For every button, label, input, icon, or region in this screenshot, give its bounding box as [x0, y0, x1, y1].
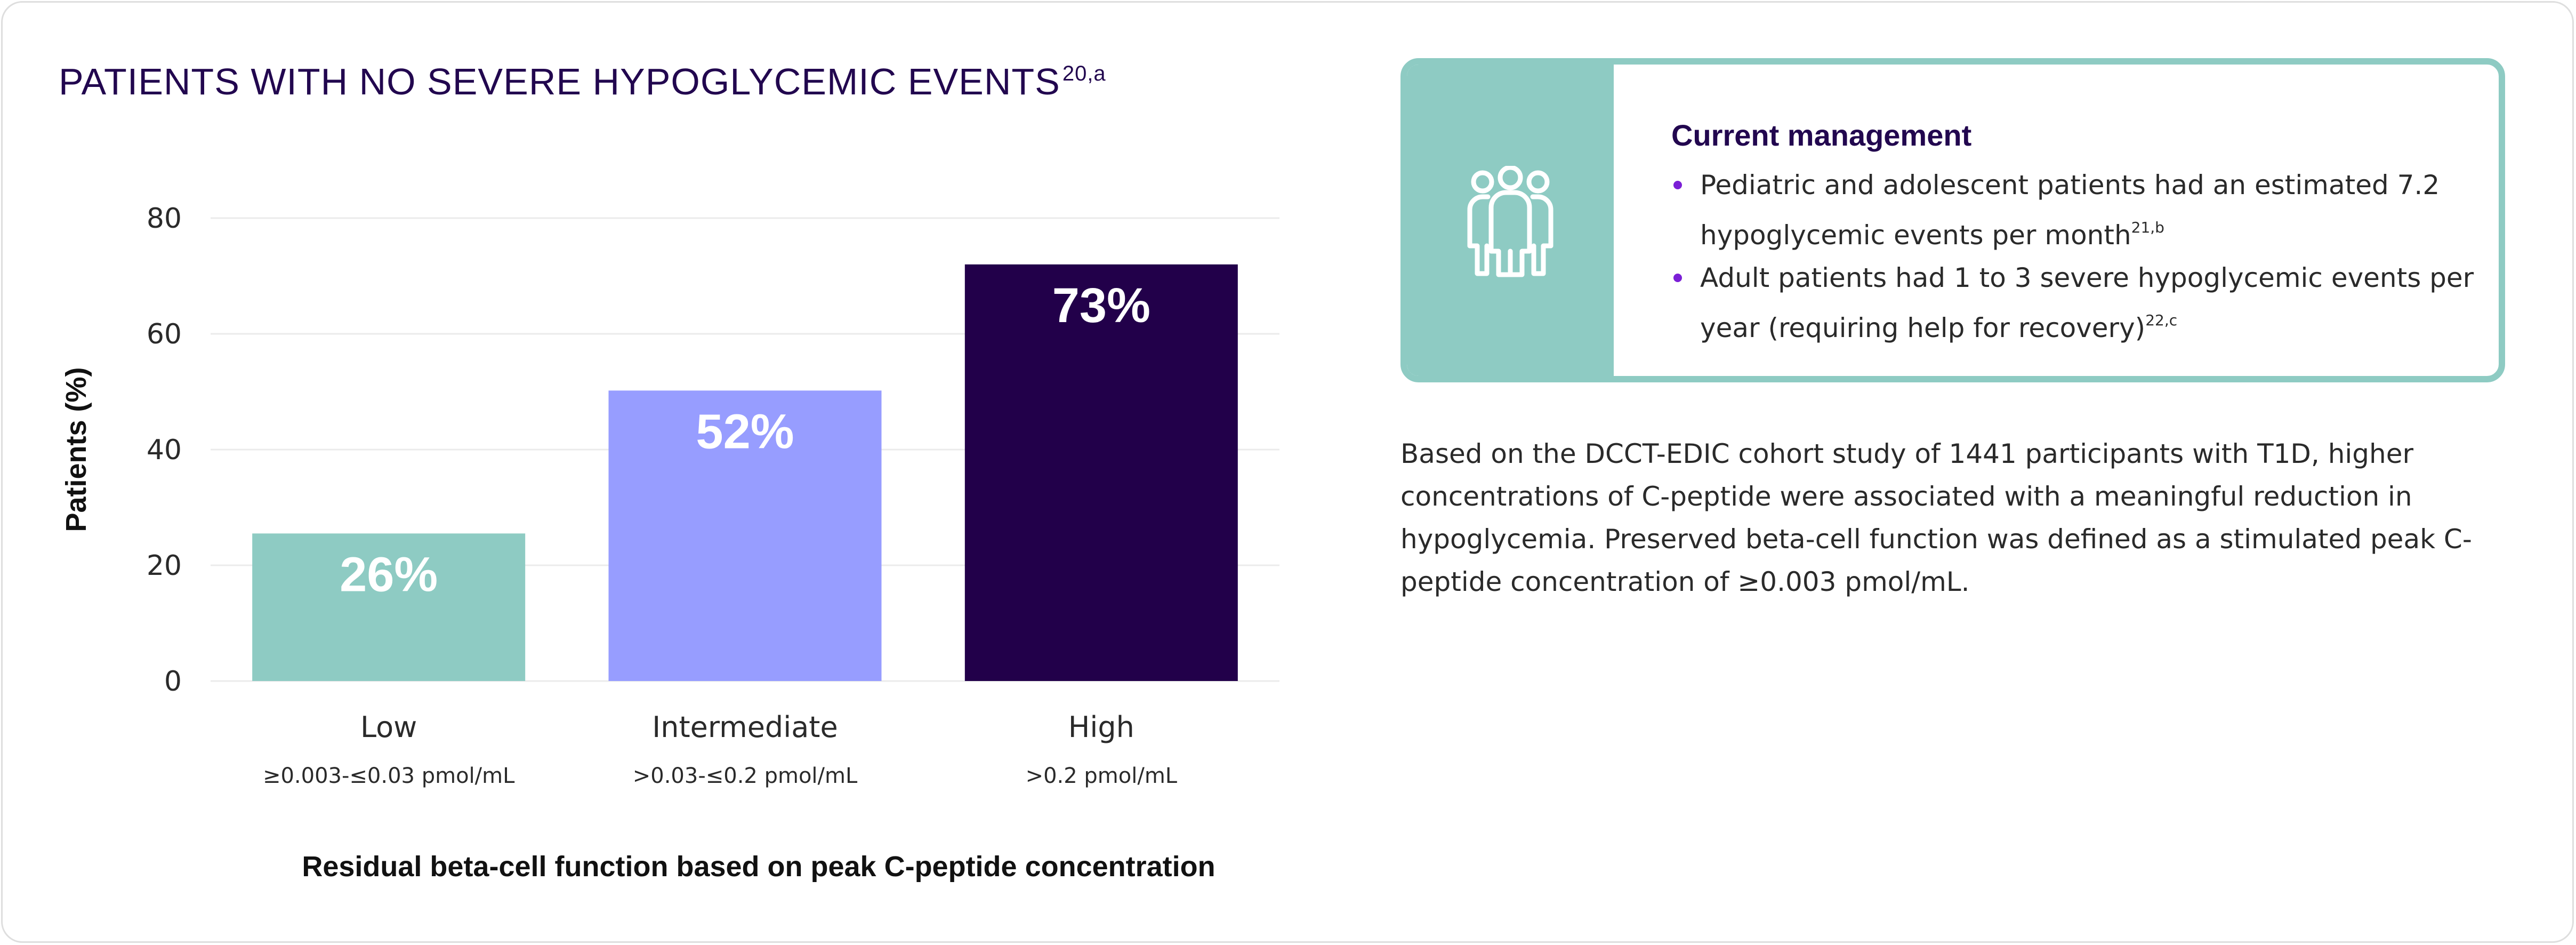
x-tick-label: Intermediate — [652, 710, 838, 744]
y-tick-label: 40 — [147, 434, 182, 466]
chart-title: PATIENTS WITH NO SEVERE HYPOGLYCEMIC EVE… — [59, 61, 1106, 102]
x-axis-label: Residual beta-cell function based on pea… — [302, 851, 1215, 883]
x-tick-sublabel: ≥0.003-≤0.03 pmol/mL — [263, 764, 515, 788]
y-axis-label: Patients (%) — [60, 367, 92, 532]
data-label: 26% — [340, 547, 438, 602]
x-tick-sublabel: >0.03-≤0.2 pmol/mL — [633, 764, 858, 788]
bar — [252, 533, 526, 681]
x-tick-label: High — [1068, 710, 1134, 744]
data-label: 52% — [696, 404, 794, 459]
y-tick-label: 80 — [147, 203, 182, 235]
panel-accent-bar — [1407, 65, 1614, 376]
y-tick-label: 60 — [147, 318, 182, 350]
bar — [964, 264, 1238, 681]
study-description: Based on the DCCT-EDIC cohort study of 1… — [1400, 438, 2472, 597]
panel-list: Pediatric and adolescent patients had an… — [1671, 164, 2492, 349]
list-item: Adult patients had 1 to 3 severe hypogly… — [1671, 257, 2492, 349]
title-superscript: 20,a — [1062, 62, 1106, 85]
list-item: Pediatric and adolescent patients had an… — [1671, 164, 2492, 257]
bar — [608, 390, 882, 681]
bullet-icon — [1673, 274, 1682, 282]
people-group-icon — [1462, 165, 1558, 280]
current-management-panel: Current management Pediatric and adolesc… — [1400, 58, 2505, 382]
x-tick-sublabel: >0.2 pmol/mL — [1026, 764, 1178, 788]
x-tick-label: Low — [360, 710, 417, 744]
y-tick-label: 20 — [147, 550, 182, 582]
data-label: 73% — [1052, 278, 1150, 333]
bullet-icon — [1673, 181, 1682, 189]
panel-heading: Current management — [1671, 118, 1972, 152]
y-tick-label: 0 — [164, 666, 182, 698]
bar-chart: 0 20 40 60 80 Patients (%) 26% Low ≥0.003-≤0.03 … — [60, 203, 1279, 883]
